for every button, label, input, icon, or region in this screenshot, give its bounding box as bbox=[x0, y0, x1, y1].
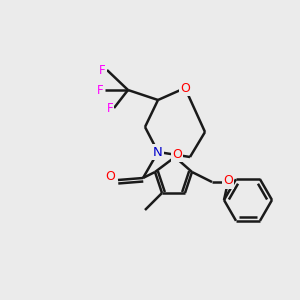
Text: O: O bbox=[223, 175, 233, 188]
Text: F: F bbox=[98, 83, 104, 97]
Text: N: N bbox=[153, 146, 163, 158]
Text: F: F bbox=[99, 64, 106, 76]
Text: O: O bbox=[180, 82, 190, 94]
Text: O: O bbox=[172, 148, 182, 160]
Text: F: F bbox=[106, 101, 113, 115]
Text: O: O bbox=[105, 170, 115, 184]
